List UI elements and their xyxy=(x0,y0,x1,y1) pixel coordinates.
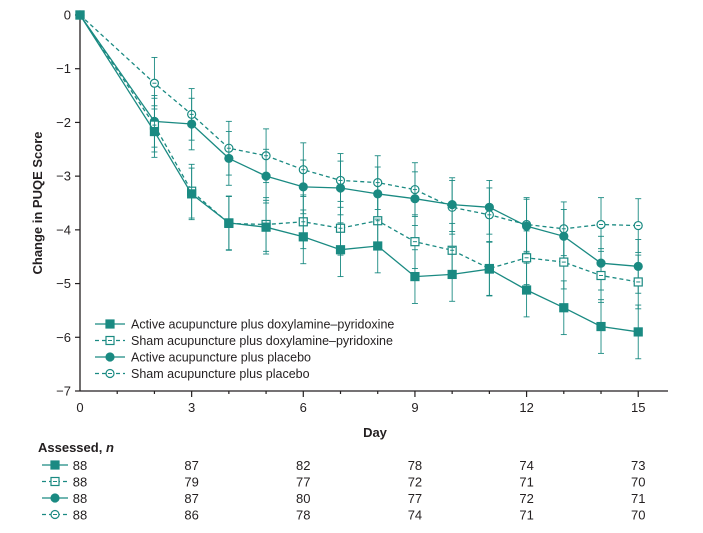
series-1 xyxy=(75,10,643,360)
data-point xyxy=(187,189,197,199)
x-tick-label: 15 xyxy=(631,400,645,415)
legend-label: Active acupuncture plus placebo xyxy=(131,351,311,365)
assessed-cell: 70 xyxy=(631,475,645,490)
y-tick-label: −5 xyxy=(56,276,71,291)
series-3 xyxy=(75,10,643,294)
assessed-cell: 88 xyxy=(73,491,87,506)
assessed-cell: 86 xyxy=(184,508,198,523)
x-tick-label: 6 xyxy=(300,400,307,415)
assessed-cell: 72 xyxy=(519,491,533,506)
data-point xyxy=(373,241,383,251)
assessed-cell: 87 xyxy=(184,491,198,506)
x-tick-label: 0 xyxy=(76,400,83,415)
series-line xyxy=(79,14,639,283)
assessed-cell: 71 xyxy=(519,475,533,490)
assessed-cell: 88 xyxy=(73,458,87,473)
assessed-cell: 73 xyxy=(631,458,645,473)
y-tick-label: −3 xyxy=(56,169,71,184)
data-point xyxy=(447,269,457,280)
data-point xyxy=(447,200,457,210)
assessed-cell: 78 xyxy=(408,458,422,473)
assessed-cell: 87 xyxy=(184,458,198,473)
y-tick-label: −7 xyxy=(56,384,71,399)
y-tick-label: −6 xyxy=(56,330,71,345)
assessed-table-header: Assessed, n xyxy=(38,440,114,455)
data-point xyxy=(187,119,197,129)
data-point xyxy=(224,218,234,228)
data-point xyxy=(559,303,569,313)
assessed-swatch-marker xyxy=(50,460,60,470)
assessed-cell: 78 xyxy=(296,508,310,523)
data-point xyxy=(335,183,346,193)
data-point xyxy=(261,171,271,181)
data-point xyxy=(596,321,606,332)
assessed-cell: 71 xyxy=(631,491,645,506)
legend-swatch-marker xyxy=(105,352,115,362)
data-point xyxy=(261,222,271,232)
assessed-header-prefix: Assessed, xyxy=(38,440,106,455)
assessed-header-n: n xyxy=(106,440,114,455)
data-point xyxy=(149,126,160,137)
assessed-cell: 74 xyxy=(519,458,533,473)
data-point xyxy=(410,271,420,282)
data-point xyxy=(484,264,494,274)
data-point xyxy=(521,285,532,295)
y-tick-label: 0 xyxy=(64,8,71,23)
data-point xyxy=(484,202,494,212)
assessed-cell: 77 xyxy=(296,475,310,490)
data-point xyxy=(521,221,532,231)
series-layer xyxy=(75,10,643,360)
assessed-cell: 82 xyxy=(296,458,310,473)
assessed-cell: 71 xyxy=(519,508,533,523)
data-point xyxy=(633,327,643,337)
assessed-row: 88 79 77 72 71 70 xyxy=(42,475,645,490)
assessed-cell: 88 xyxy=(73,508,87,523)
legend-swatch-marker xyxy=(105,319,115,329)
axes: 0 −1 −2 −3 −4 −5 −6 −7 0 3 6 9 12 15 xyxy=(56,8,668,415)
series-line xyxy=(79,14,639,333)
assessed-row: 88 87 82 78 74 73 xyxy=(42,458,645,473)
legend-item: Sham acupuncture plus doxylamine–pyridox… xyxy=(95,334,393,348)
legend-label: Sham acupuncture plus doxylamine–pyridox… xyxy=(131,334,393,348)
data-point xyxy=(335,245,346,255)
assessed-row: 88 87 80 77 72 71 xyxy=(42,491,645,506)
legend-label: Active acupuncture plus doxylamine–pyrid… xyxy=(131,318,394,332)
legend-item: Sham acupuncture plus placebo xyxy=(95,367,310,381)
assessed-row: 88 86 78 74 71 70 xyxy=(42,508,645,523)
data-point xyxy=(298,182,308,192)
x-tick-label: 3 xyxy=(188,400,195,415)
assessed-cell: 80 xyxy=(296,491,310,506)
data-point xyxy=(298,232,308,242)
series-4 xyxy=(75,10,643,257)
series-2 xyxy=(75,10,643,310)
x-tick-label: 9 xyxy=(411,400,418,415)
y-tick-label: −4 xyxy=(56,222,71,237)
data-point xyxy=(75,10,85,20)
assessed-cell: 72 xyxy=(408,475,422,490)
series-line xyxy=(79,14,639,268)
data-point xyxy=(224,153,234,164)
x-axis-title: Day xyxy=(363,425,388,440)
legend-item: Active acupuncture plus doxylamine–pyrid… xyxy=(95,318,394,332)
assessed-cell: 88 xyxy=(73,475,87,490)
x-tick-label: 12 xyxy=(519,400,533,415)
legend-label: Sham acupuncture plus placebo xyxy=(131,367,310,381)
legend: Active acupuncture plus doxylamine–pyrid… xyxy=(95,318,394,381)
assessed-cell: 77 xyxy=(408,491,422,506)
assessed-cell: 79 xyxy=(184,475,198,490)
y-tick-label: −2 xyxy=(56,115,71,130)
legend-item: Active acupuncture plus placebo xyxy=(95,351,311,365)
data-point xyxy=(410,194,420,204)
assessed-cell: 74 xyxy=(408,508,422,523)
assessed-swatch-marker xyxy=(50,493,60,503)
y-axis-title: Change in PUQE Score xyxy=(30,131,45,274)
y-tick-label: −1 xyxy=(56,61,71,76)
assessed-cell: 70 xyxy=(631,508,645,523)
